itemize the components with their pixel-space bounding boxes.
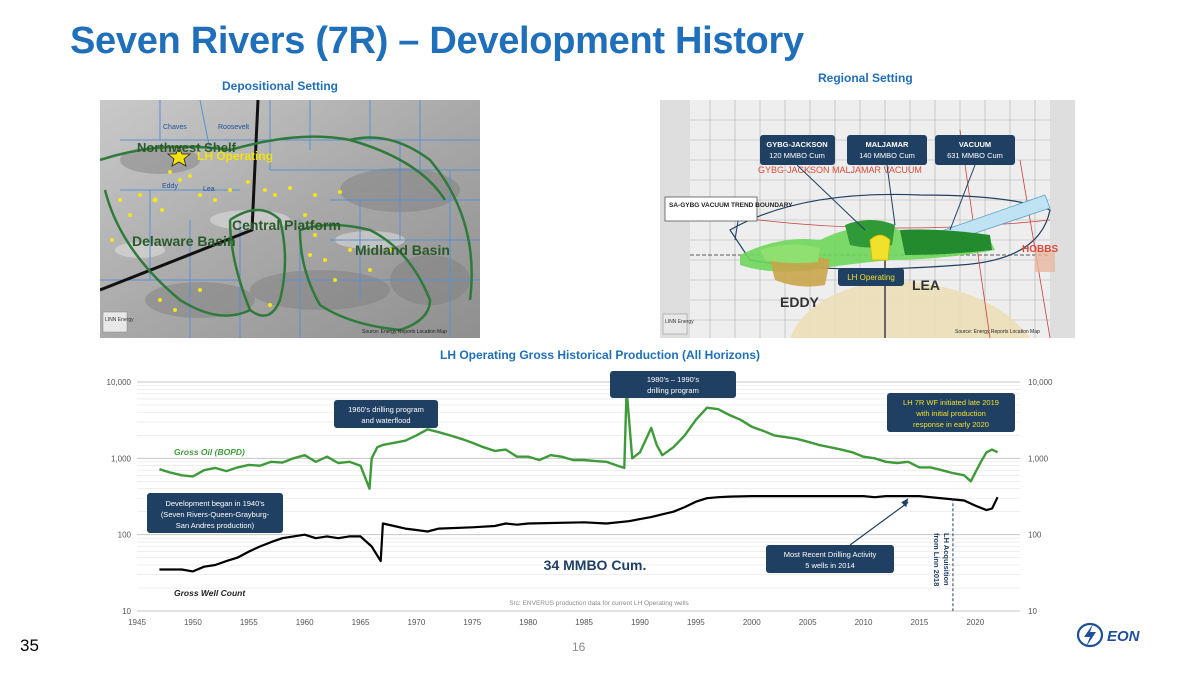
svg-text:response in early 2020: response in early 2020 — [913, 420, 989, 429]
linn-logo-right: LINN Energy — [665, 319, 694, 325]
depositional-setting-heading: Depositional Setting — [222, 79, 339, 93]
gross-oil-series-label: Gross Oil (BOPD) — [174, 447, 245, 457]
svg-text:and waterflood: and waterflood — [361, 416, 410, 425]
annotation-lh-7r-wf: LH 7R WF initiated late 2019 with initia… — [887, 393, 1015, 432]
production-chart: 10 100 1,000 10,000 10 100 1,000 10,000 1945 19… — [107, 371, 1053, 627]
svg-text:LH Acquisition: LH Acquisition — [942, 533, 951, 586]
northwest-shelf-label: Northwest Shelf — [137, 140, 237, 155]
annotation-lh-acquisition: LH Acquisition from Linn 2018 — [932, 533, 951, 586]
lh-operating-callout: LH Operating — [838, 268, 904, 286]
svg-text:(Seven Rivers-Queen-Grayburg-: (Seven Rivers-Queen-Grayburg- — [161, 510, 270, 519]
y-tick-label-right: 1,000 — [1028, 454, 1049, 463]
eddy-county-label: Eddy — [162, 183, 178, 190]
y-tick-label-right: 10 — [1028, 607, 1037, 616]
chaves-label: Chaves — [163, 124, 187, 131]
x-tick-label: 1945 — [128, 618, 146, 627]
x-tick-label: 1980 — [519, 618, 537, 627]
recent-drilling-arrow — [849, 501, 909, 546]
x-tick-label: 1950 — [184, 618, 202, 627]
hobbs-label: HOBBS — [1022, 244, 1058, 255]
cumulative-label: 34 MMBO Cum. — [544, 557, 647, 573]
svg-text:140 MMBO Cum: 140 MMBO Cum — [859, 151, 915, 160]
svg-text:GYBG-JACKSON: GYBG-JACKSON — [766, 140, 827, 149]
linn-logo-left: LINN Energy — [105, 317, 134, 323]
svg-text:5 wells in 2014: 5 wells in 2014 — [805, 561, 855, 570]
svg-text:Development began in 1940’s: Development began in 1940’s — [165, 499, 264, 508]
source-note: Src: ENVERUS production data for current… — [509, 600, 689, 607]
svg-text:LH 7R WF initiated late 2019: LH 7R WF initiated late 2019 — [903, 398, 999, 407]
svg-text:Most Recent Drilling Activity: Most Recent Drilling Activity — [784, 550, 877, 559]
page-title: Seven Rivers (7R) – Development History — [70, 20, 804, 62]
callout-vacuum: VACUUM 631 MMBO Cum — [935, 135, 1015, 165]
svg-text:MALJAMAR: MALJAMAR — [866, 140, 909, 149]
gross-oil-series-line — [159, 388, 999, 490]
midland-basin-label: Midland Basin — [355, 242, 450, 258]
svg-text:with initial production: with initial production — [915, 409, 986, 418]
gross-well-count-series-line — [159, 495, 999, 573]
roosevelt-label: Roosevelt — [218, 124, 249, 131]
svg-text:VACUUM: VACUUM — [959, 140, 991, 149]
lea-county-label: Lea — [203, 186, 215, 193]
right-map-credit: Source: Energy Reports Location Map — [955, 329, 1040, 335]
field-names-row: GYBG-JACKSON MALJAMAR VACUUM — [758, 165, 922, 175]
x-tick-label: 2000 — [743, 618, 761, 627]
x-tick-label: 1975 — [463, 618, 481, 627]
x-tick-label: 1965 — [352, 618, 370, 627]
y-tick-label-left: 1,000 — [111, 454, 132, 463]
regional-map: HOBBS GYBG-JACKSON MALJAMAR VACUUM GYBG-… — [660, 100, 1075, 338]
y-tick-label-left: 100 — [118, 531, 132, 540]
gross-well-count-series-label: Gross Well Count — [174, 588, 246, 598]
x-tick-label: 2005 — [799, 618, 817, 627]
y-tick-label-right: 100 — [1028, 531, 1042, 540]
annotation-1960s: 1960’s drilling program and waterflood — [334, 400, 438, 428]
callout-maljamar: MALJAMAR 140 MMBO Cum — [847, 135, 927, 165]
x-tick-label: 1995 — [687, 618, 705, 627]
chart-title: LH Operating Gross Historical Production… — [439, 348, 761, 362]
eddy-label: EDDY — [780, 294, 820, 310]
depositional-map: Northwest Shelf LH Operating Chaves Roos… — [100, 100, 480, 338]
recent-drilling-arrowhead — [901, 498, 909, 508]
svg-text:San Andres production): San Andres production) — [176, 521, 255, 530]
svg-text:631 MMBO Cum: 631 MMBO Cum — [947, 151, 1003, 160]
x-tick-label: 1970 — [408, 618, 426, 627]
x-tick-label: 1955 — [240, 618, 258, 627]
svg-text:1980’s – 1990’s: 1980’s – 1990’s — [647, 375, 700, 384]
x-tick-label: 1985 — [575, 618, 593, 627]
annotation-recent-drilling: Most Recent Drilling Activity 5 wells in… — [766, 545, 894, 573]
x-tick-label: 2010 — [855, 618, 873, 627]
y-tick-label-left: 10,000 — [107, 378, 132, 387]
svg-text:120 MMBO Cum: 120 MMBO Cum — [769, 151, 825, 160]
left-map-credit: Source: Energy Reports Location Map — [362, 329, 447, 335]
x-tick-label: 1960 — [296, 618, 314, 627]
page-number: 35 — [20, 636, 39, 655]
x-tick-label: 1990 — [631, 618, 649, 627]
svg-text:EON: EON — [1107, 628, 1141, 645]
callout-gybg-jackson: GYBG-JACKSON 120 MMBO Cum — [760, 135, 835, 165]
svg-text:1960’s drilling program: 1960’s drilling program — [348, 405, 424, 414]
annotation-1980s-1990s: 1980’s – 1990’s drilling program — [610, 371, 736, 398]
x-tick-label: 2015 — [911, 618, 929, 627]
regional-setting-heading: Regional Setting — [818, 71, 913, 85]
annotation-development-1940s: Development began in 1940’s (Seven River… — [147, 493, 283, 533]
lh-operating-map-label: LH Operating — [197, 149, 273, 163]
svg-text:drilling program: drilling program — [647, 386, 699, 395]
svg-text:from Linn 2018: from Linn 2018 — [932, 533, 941, 586]
x-tick-label: 2020 — [966, 618, 984, 627]
central-platform-label: Central Platform — [232, 217, 341, 233]
y-tick-label-left: 10 — [122, 607, 131, 616]
lea-label: LEA — [912, 277, 940, 293]
trend-boundary-label: SA-GYBG VACUUM TREND BOUNDARY — [664, 196, 793, 222]
y-tick-label-right: 10,000 — [1028, 378, 1053, 387]
svg-text:SA-GYBG VACUUM TREND BOUNDARY: SA-GYBG VACUUM TREND BOUNDARY — [669, 202, 793, 209]
delaware-basin-label: Delaware Basin — [132, 233, 236, 249]
slide-number: 16 — [572, 640, 586, 654]
eon-logo: EON — [1076, 622, 1141, 648]
svg-text:LH Operating: LH Operating — [847, 273, 895, 282]
